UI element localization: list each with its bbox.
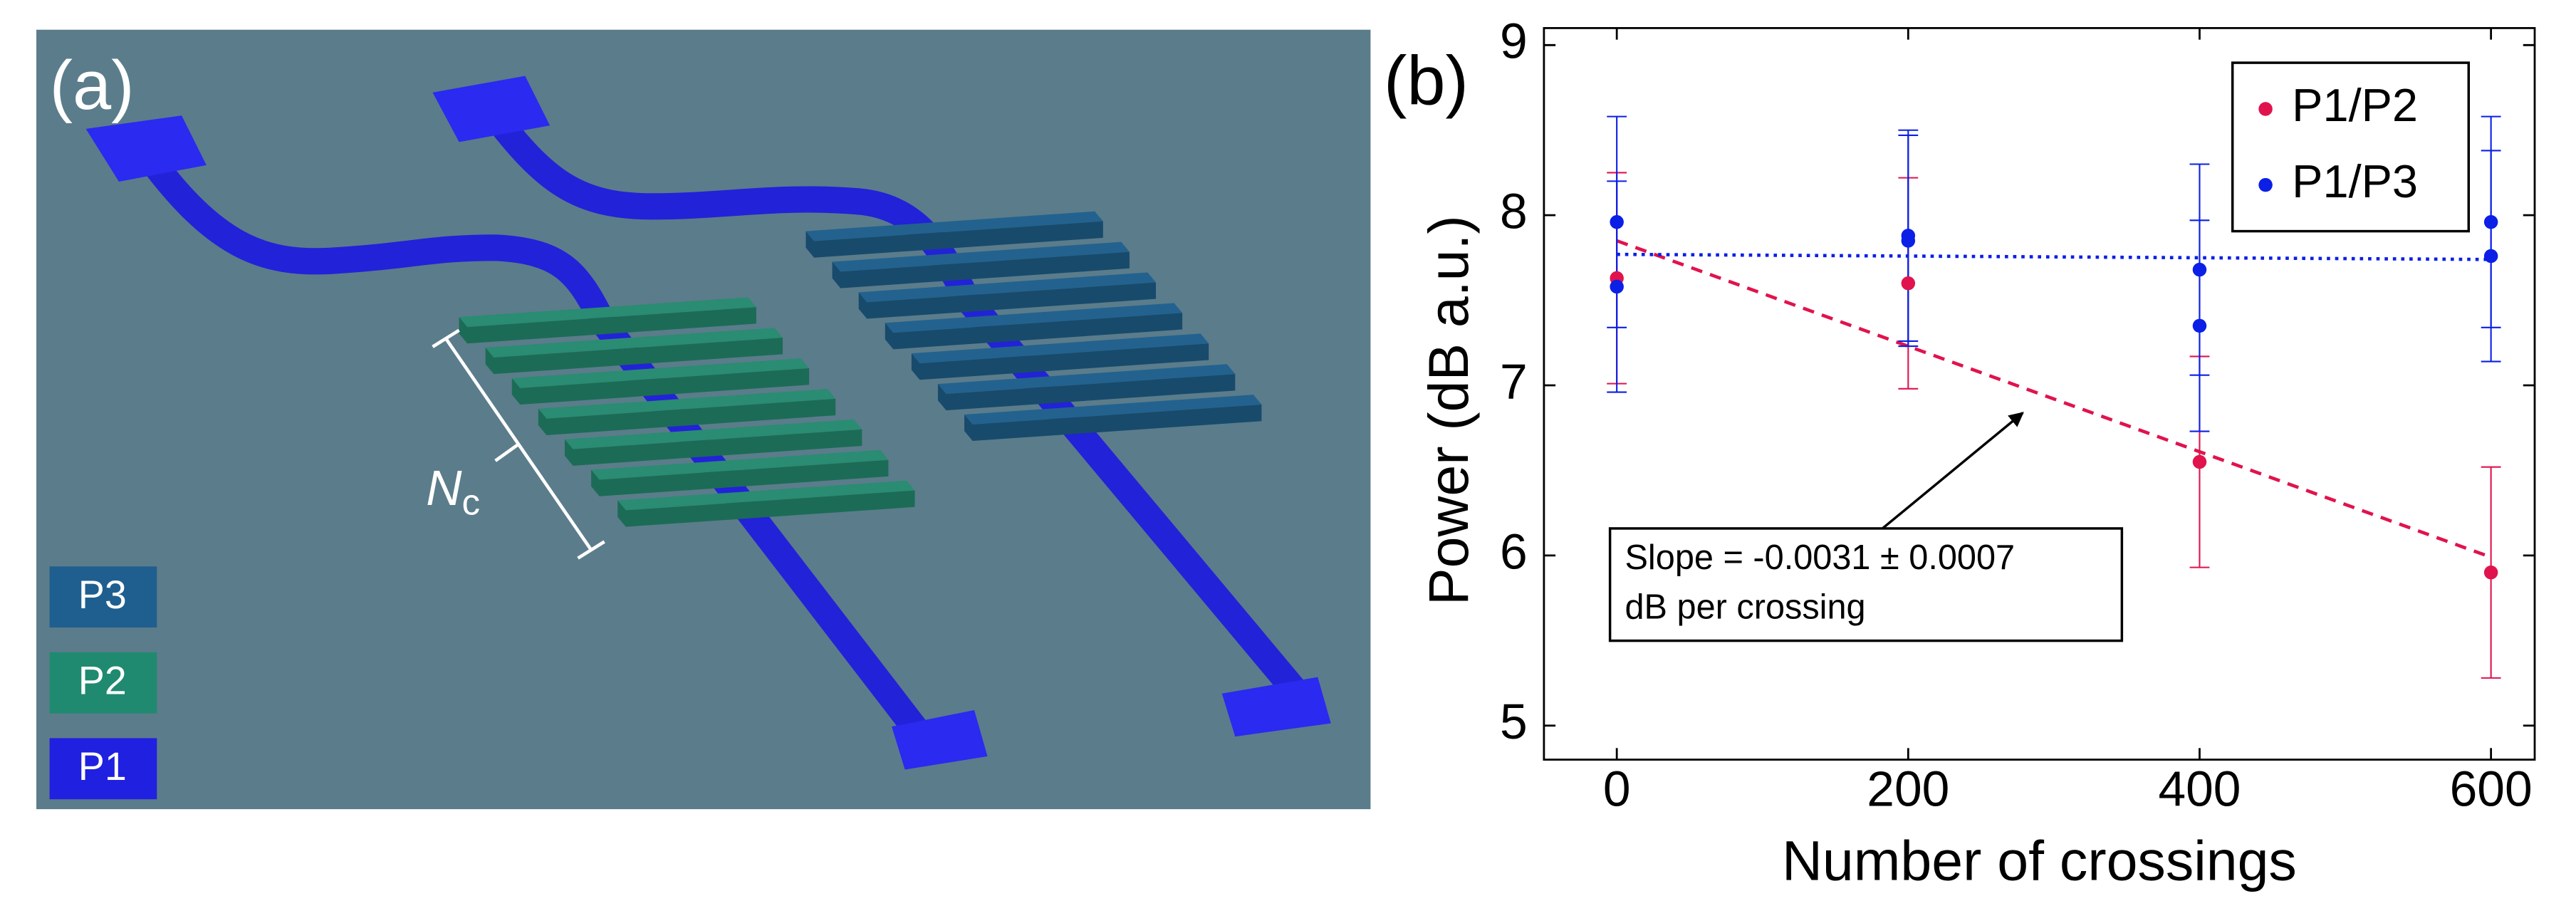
x-axis-label: Number of crossings [1782,830,2297,892]
layer-label: P2 [78,659,127,703]
legend-label: P1/P3 [2292,155,2418,207]
data-point [1901,234,1916,248]
annotation-box [1608,527,2124,642]
crossing-bar-top [885,303,1183,333]
layer-swatch [49,652,157,714]
crossing-bar-top [937,364,1236,394]
crossing-bar-front [564,429,862,466]
annotation-arrow [1882,412,2024,530]
data-point [1610,214,1624,229]
data-point [2192,262,2207,277]
crossing-bar-top [591,449,889,480]
layer-label: P1 [78,744,127,788]
data-point [2483,566,2498,580]
y-axis-label: Power (dB a.u.) [1417,215,1480,605]
annotation-text: dB per crossing [1625,588,1865,626]
crossing-bar-top [964,395,1262,425]
crossing-bar-top [459,297,756,328]
crossing-bar-top [617,480,915,511]
bracket-subscript: c [462,482,480,523]
crossing-bar-front [964,405,1262,442]
crossing-bar-top [805,211,1103,241]
plot-frame [1543,27,2536,761]
crossing-bar-front [538,398,836,435]
y-tick-label: 8 [1500,184,1528,239]
layer-legend: P3 P2 P1 [49,566,157,800]
data-point [1610,279,1624,294]
data-point [2483,214,2498,229]
layer-swatch [49,566,157,628]
x-tick-label: 0 [1603,761,1631,816]
crossing-bar-top [538,389,836,419]
crossing-bar-top [911,333,1209,364]
crossing-bar-top [832,241,1130,272]
crossing-bar-front [911,343,1209,380]
bracket-label: Nc [426,460,480,523]
device-rendering: Nc (a) P3 P2 P1 [36,29,1371,810]
bracket-n: N [426,460,462,516]
crossing-bars [459,211,1262,527]
waveguide-p1 [135,144,944,760]
fit-line [1617,252,2491,261]
crossing-bar-top [485,328,783,358]
fit-line [1616,239,2492,559]
annotation-text: Slope = -0.0031 ± 0.0007 [1625,538,2015,577]
crossing-bar-front [805,221,1103,258]
y-tick-label: 9 [1500,14,1528,69]
grating-coupler [892,709,988,770]
crossing-bar-front [485,338,783,375]
x-tick-label: 600 [2450,761,2533,816]
grating-coupler [1221,677,1331,737]
panel-label: (b) [1384,41,1469,119]
crossing-bar-front [591,459,889,496]
legend-marker [2258,102,2273,116]
grating-coupler [432,75,551,142]
layer-label: P3 [78,573,127,617]
y-tick-label: 6 [1500,524,1528,579]
layer-swatch [49,738,157,800]
data-point [2192,454,2207,469]
crossing-bar-front [459,307,756,344]
crossing-bar-front [511,368,810,405]
grating-coupler [85,115,207,182]
x-tick-label: 200 [1867,761,1949,816]
legend-box [2231,61,2471,233]
x-tick-label: 400 [2158,761,2241,816]
crossing-bar-top [858,272,1157,303]
data-point [2483,249,2498,264]
y-tick-label: 5 [1500,694,1528,749]
crossing-bar-front [832,251,1130,288]
crossing-bar-front [858,282,1157,319]
y-tick-label: 7 [1500,353,1528,409]
chart: 0 200 400 600 5 6 7 8 9 Number of crossings Power … [1384,14,2536,892]
bracket [432,328,605,560]
crossing-bar-front [617,490,915,527]
panel-label: (a) [50,46,135,124]
crossing-bar-top [511,358,810,388]
legend-label: P1/P2 [2292,79,2418,131]
data-point [1901,276,1916,291]
legend-marker [2258,177,2273,192]
crossing-bar-top [564,419,862,449]
crossing-bar-front [937,374,1236,411]
data-point [2192,318,2207,333]
crossing-bar-front [885,313,1183,350]
